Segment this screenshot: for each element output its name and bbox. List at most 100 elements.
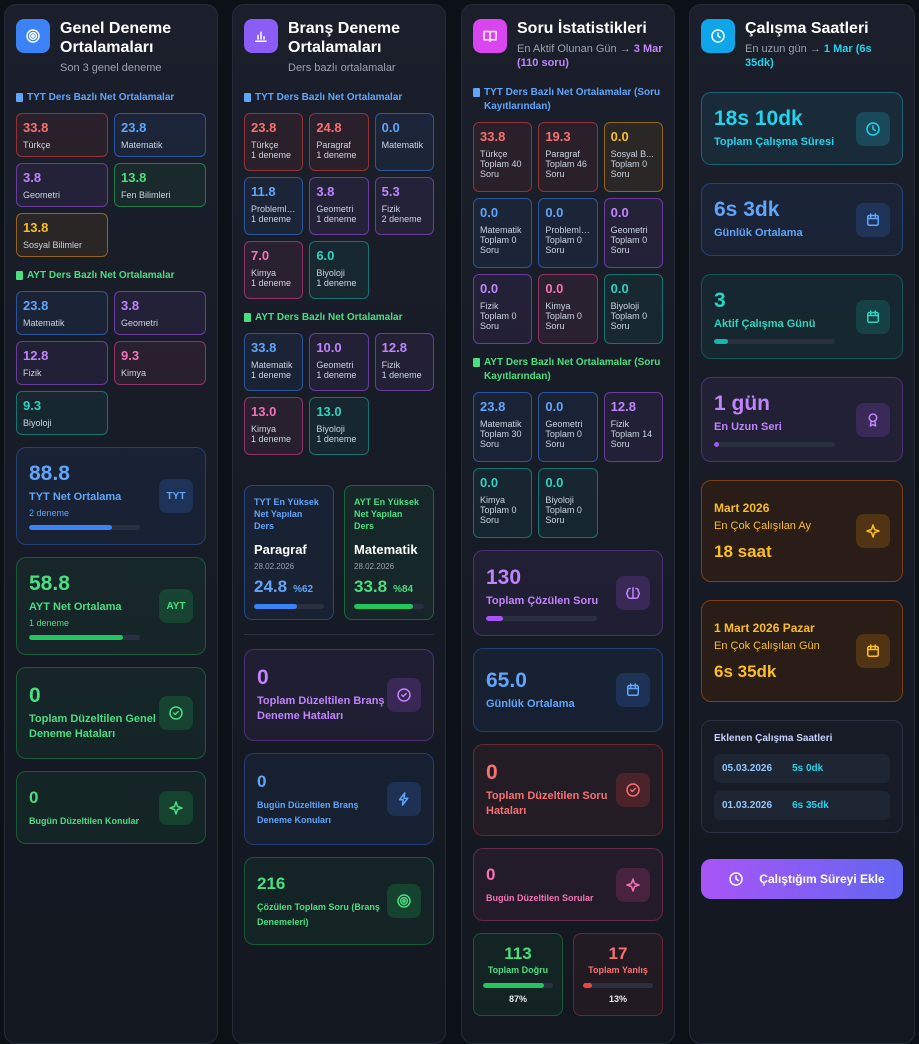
tile-name: Fizik	[381, 360, 401, 370]
stat-card: 0 Toplam Düzeltilen Branş Deneme Hataları	[244, 649, 434, 741]
highlight-label: En Çok Çalışılan Ay	[714, 519, 812, 532]
tile-name: Biyoloji	[545, 495, 574, 505]
tile-value: 3.8	[121, 298, 140, 313]
subject-tile: 0.0 Biyoloji Toplam 0 Soru	[603, 274, 663, 344]
tile-name: Fizik	[480, 301, 499, 311]
row-date: 05.03.2026	[722, 763, 773, 774]
tile-value: 0.0	[480, 205, 499, 220]
tile-sub: Toplam 0 Soru	[480, 505, 517, 525]
tile-name: Fen Bilimleri	[121, 190, 171, 200]
card-value: 0	[486, 761, 498, 784]
stat-card: 0 Bugün Düzeltilen Branş Deneme Konuları	[244, 753, 434, 845]
card-body: 216 Çözülen Toplam Soru (Branş Denemeleri…	[257, 872, 387, 930]
tile-name: Kimya	[121, 368, 147, 378]
button-label[interactable]: Çalıştığım Süreyi Ekle	[759, 872, 885, 886]
card-value: 18s 10dk	[714, 107, 803, 130]
icon-part	[401, 692, 407, 698]
tile-name: Fizik	[381, 204, 401, 214]
tile-grid: 23.8 Türkçe 1 deneme 24.8 Paragraf 1 deneme 0.…	[244, 113, 434, 299]
stat-card: 58.8 AYT Net Ortalama 1 deneme AYT	[16, 557, 206, 655]
tile-value: 12.8	[23, 348, 49, 363]
icon	[244, 19, 278, 53]
icon-part	[397, 688, 411, 702]
tile-name: Fizik	[610, 419, 630, 429]
tile-value: 0.0	[545, 399, 564, 414]
tile-value: 0.0	[610, 281, 629, 296]
icon	[856, 111, 890, 146]
best-label: TYT En Yüksek Net Yapılan Ders	[254, 497, 319, 531]
tile-value: 0.0	[610, 205, 629, 220]
tile-value: 6.0	[316, 248, 335, 263]
icon-part	[868, 412, 878, 427]
total-percent: 87%	[508, 994, 527, 1004]
tile-name: Geometri	[545, 419, 583, 429]
tile-name: Kimya	[251, 424, 277, 434]
tile-sub: Toplam 0 Soru	[610, 235, 648, 255]
subject-tile: 0.0 Geometri Toplam 0 Soru	[538, 392, 598, 462]
icon-part	[869, 419, 877, 427]
tile-sub: 1 deneme	[251, 214, 292, 224]
tile-name: Türkçe	[480, 149, 508, 159]
icon	[856, 514, 890, 548]
column: Branş Deneme Ortalamaları Ders bazlı orta…	[232, 4, 446, 1044]
study-list: Eklenen Çalışma Saatleri 05.03.2026 5s 0dk…	[701, 720, 903, 833]
tile-sub: Toplam 0 Soru	[610, 159, 648, 179]
best-percent: %84	[393, 584, 414, 595]
stat-card: 18s 10dk Toplam Çalışma Süresi	[701, 92, 903, 165]
best-subjects: TYT En Yüksek Net Yapılan Ders Paragraf 28…	[244, 485, 434, 620]
icon	[856, 202, 890, 237]
tile-name: Paragraf	[545, 149, 580, 159]
row-duration: 5s 0dk	[792, 763, 824, 774]
icon-part	[627, 683, 639, 696]
subject-tile: 24.8 Paragraf 1 deneme	[309, 113, 369, 171]
card-value: 6s 3dk	[714, 198, 780, 221]
list-title: Eklenen Çalışma Saatleri	[714, 733, 833, 744]
stat-card: 88.8 TYT Net Ortalama 2 deneme TYT	[16, 447, 206, 545]
tile-sub: Toplam 0 Soru	[480, 311, 517, 331]
tile-sub: 1 deneme	[316, 434, 357, 444]
card-sub: 2 deneme	[29, 508, 70, 518]
icon-part	[399, 896, 409, 906]
icon	[719, 862, 753, 896]
add-study-button[interactable]: Çalıştığım Süreyi Ekle	[701, 859, 903, 899]
best-date: 28.02.2026	[354, 562, 395, 571]
subject-tile: 23.8 Türkçe 1 deneme	[244, 113, 304, 171]
icon-part	[867, 644, 879, 651]
icon	[616, 576, 650, 610]
progress-track	[714, 339, 835, 344]
icon-part	[173, 710, 179, 716]
tile-value: 13.8	[23, 220, 49, 235]
column: Soru İstatistikleri En Aktif Olunan Gün →…	[461, 4, 675, 1044]
icon-part	[866, 121, 880, 136]
tile-name: Kimya	[251, 268, 277, 278]
tile-name: Matematik	[480, 225, 522, 235]
subject-tile: 3.8 Geometri	[16, 163, 108, 207]
subject-tile: 13.8 Sosyal Bilimler	[16, 213, 108, 257]
card-label: En Uzun Seri	[714, 421, 782, 433]
total-label: Toplam Doğru	[487, 965, 549, 975]
tile-name: Sosyal Bilimler	[23, 240, 83, 250]
header-text: Çalışma Saatleri En uzun gün → 1 Mar (6s …	[745, 19, 903, 70]
subject-tile: 13.0 Kimya 1 deneme	[244, 397, 304, 455]
card-value: 216	[257, 874, 286, 893]
best-value: 33.8	[354, 577, 388, 596]
tile-sub: Toplam 14 Soru	[610, 429, 653, 449]
icon-part	[255, 31, 267, 42]
subject-tile: 0.0 Matematik	[374, 113, 434, 171]
tile-value: 9.3	[121, 348, 140, 363]
icon	[473, 19, 507, 53]
column-subtitle: En Aktif Olunan Gün → 3 Mar (110 soru)	[517, 42, 663, 70]
subject-tile: 23.8 Matematik	[16, 291, 108, 335]
column: Çalışma Saatleri En uzun gün → 1 Mar (6s …	[689, 4, 915, 1044]
tile-sub: Toplam 0 Soru	[610, 311, 648, 331]
tile-sub: 1 deneme	[316, 150, 357, 160]
section-label: AYT Ders Bazlı Net Ortalamalar (Soru Kay…	[473, 356, 663, 384]
column-header: Soru İstatistikleri En Aktif Olunan Gün →…	[473, 19, 663, 70]
icon-part	[627, 683, 639, 690]
tile-name: Geometri	[316, 360, 354, 370]
total-card: 17 Toplam Yanlış 13%	[573, 933, 663, 1016]
card-value: 65.0	[486, 668, 527, 692]
column-title: Soru İstatistikleri	[517, 20, 647, 37]
card-body: 6s 3dk Günlük Ortalama	[714, 198, 856, 241]
progress-track	[714, 442, 835, 447]
